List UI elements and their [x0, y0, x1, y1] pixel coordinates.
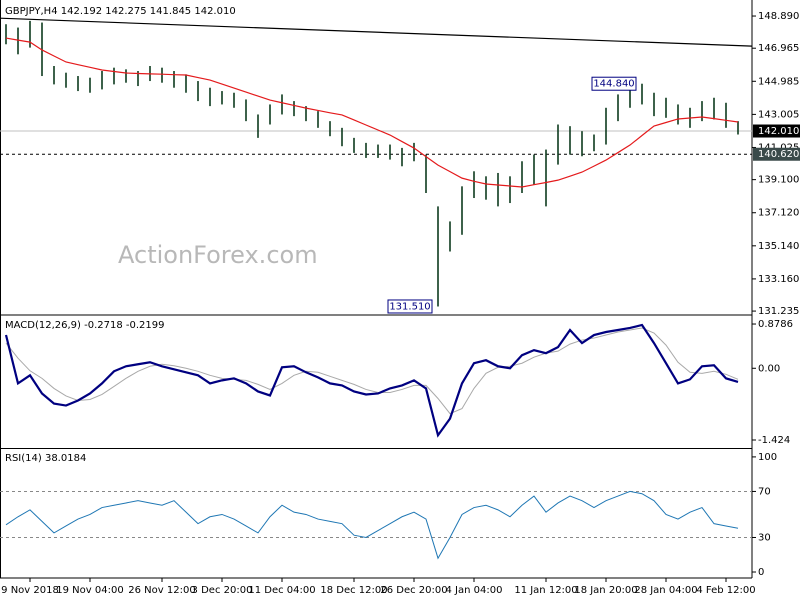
panel-title: RSI(14) 38.0184 [5, 453, 86, 464]
y-tick-label: 148.890 [758, 11, 799, 22]
price-label-box [387, 299, 433, 314]
axis-value-box [753, 124, 800, 138]
x-tick-label: 11 Jan 12:00 [514, 585, 577, 596]
price-label-box [591, 76, 637, 91]
y-tick-label: 146.965 [758, 43, 799, 54]
axis-value-label: 142.010 [758, 126, 799, 137]
panel-title: GBPJPY,H4 142.192 142.275 141.845 142.01… [5, 6, 236, 17]
x-tick-label: 3 Dec 20:00 [192, 585, 253, 596]
y-tick-label: 131.235 [758, 306, 799, 317]
axis-value-box [753, 147, 800, 161]
x-tick-label: 4 Jan 04:00 [446, 585, 503, 596]
x-tick-label: 18 Jan 20:00 [574, 585, 637, 596]
moving-average [5, 37, 739, 188]
y-tick-label: 144.985 [758, 76, 799, 87]
y-tick-label: 139.100 [758, 175, 799, 186]
x-tick-label: 26 Dec 20:00 [380, 585, 447, 596]
price-label: 144.840 [593, 79, 634, 90]
x-tick-label: 9 Nov 2018 [1, 585, 59, 596]
x-tick-label: 4 Feb 12:00 [696, 585, 755, 596]
y-tick-label: 30 [758, 532, 771, 543]
price-label: 131.510 [389, 301, 430, 312]
signal-line [5, 327, 739, 415]
watermark: ActionForex.com [118, 241, 318, 269]
y-tick-label: 133.160 [758, 274, 799, 285]
rsi-line [5, 490, 739, 560]
y-tick-label: 0.00 [758, 363, 780, 374]
trendline [0, 17, 753, 47]
y-tick-label: 143.005 [758, 109, 799, 120]
axis-value-label: 140.620 [758, 149, 799, 160]
y-tick-label: 137.120 [758, 208, 799, 219]
y-tick-label: 100 [758, 452, 777, 463]
x-tick-label: 19 Nov 04:00 [56, 585, 123, 596]
macd-line [4, 323, 739, 438]
panel-title: MACD(12,26,9) -0.2718 -0.2199 [5, 320, 165, 331]
y-tick-label: -1.424 [758, 435, 790, 446]
y-tick-label: 0 [758, 567, 764, 578]
y-tick-label: 135.140 [758, 241, 799, 252]
x-tick-label: 18 Dec 12:00 [320, 585, 387, 596]
y-tick-label: 0.8786 [758, 319, 793, 330]
x-tick-label: 26 Nov 12:00 [128, 585, 195, 596]
x-tick-label: 28 Jan 04:00 [634, 585, 697, 596]
y-tick-label: 70 [758, 486, 771, 497]
x-tick-label: 11 Dec 04:00 [248, 585, 315, 596]
